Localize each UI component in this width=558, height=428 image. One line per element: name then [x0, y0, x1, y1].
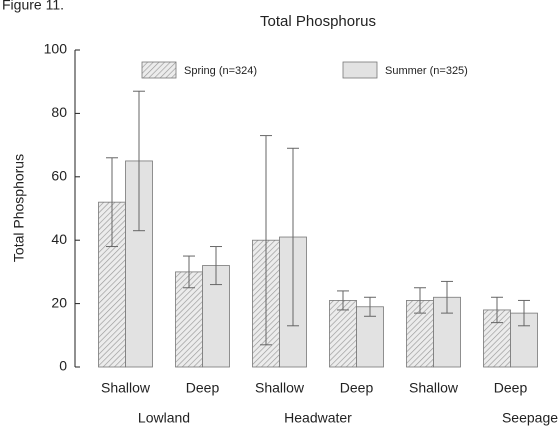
- legend-label: Spring (n=324): [184, 65, 257, 77]
- x-tick-label: Shallow: [101, 380, 151, 396]
- bar: [329, 300, 357, 368]
- x-tick-label: Deep: [494, 380, 528, 396]
- chart-title: Total Phosphorus: [260, 13, 376, 30]
- x-tick-label: Shallow: [409, 380, 459, 396]
- group-label: Seepage: [502, 410, 558, 426]
- y-tick-label: 40: [51, 231, 67, 247]
- y-tick-label: 80: [51, 104, 67, 120]
- group-label: Headwater: [284, 410, 352, 426]
- y-axis-label: Total Phosphorus: [11, 154, 27, 262]
- bar: [356, 306, 384, 368]
- y-tick-label: 20: [51, 294, 67, 310]
- x-tick-label: Shallow: [255, 380, 305, 396]
- legend-label: Summer (n=325): [385, 65, 468, 77]
- legend-swatch: [141, 61, 177, 79]
- group-label: Lowland: [138, 410, 190, 426]
- legend-swatch: [342, 61, 378, 79]
- x-tick-label: Deep: [340, 380, 374, 396]
- y-tick-label: 100: [44, 41, 68, 57]
- y-tick-label: 60: [51, 168, 67, 184]
- y-tick-label: 0: [59, 358, 67, 374]
- figure-label: Figure 11.: [2, 0, 64, 13]
- x-tick-label: Deep: [186, 380, 220, 396]
